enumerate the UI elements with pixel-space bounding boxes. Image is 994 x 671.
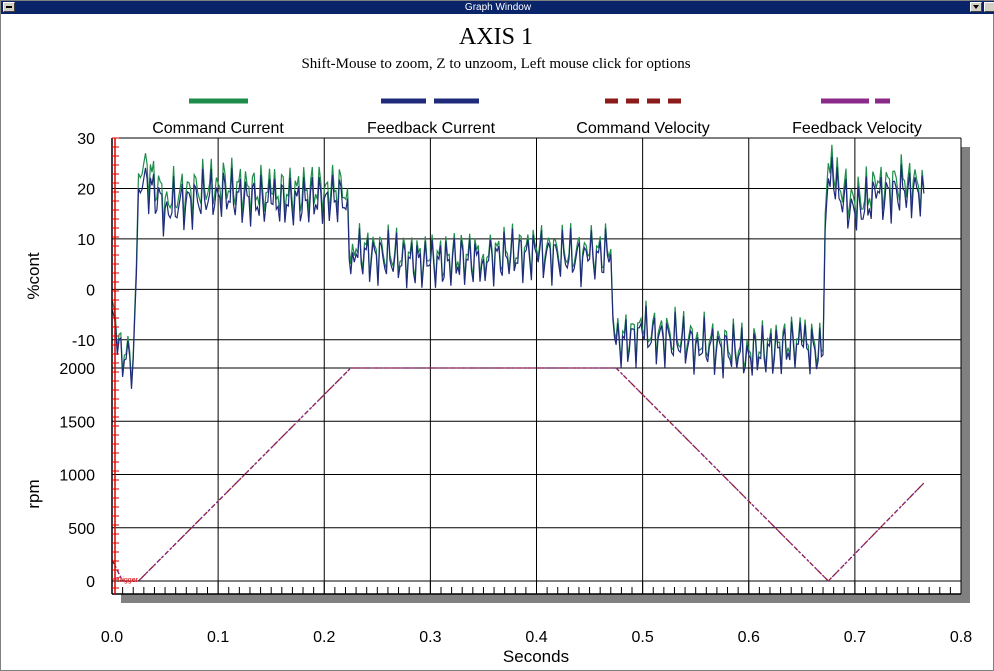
y-tick-label-current: 20	[77, 181, 95, 198]
y-tick-label-velocity: 2000	[59, 361, 95, 378]
y-tick-label-current: -10	[72, 333, 95, 350]
system-menu-button[interactable]	[3, 2, 15, 12]
x-tick-label: 0.0	[101, 629, 123, 646]
y-tick-label-current: 30	[77, 131, 95, 148]
series-layer	[111, 144, 925, 582]
series-feedback-current	[111, 156, 925, 389]
x-tick-label: 0.7	[844, 629, 866, 646]
y-tick-label-velocity: 1000	[59, 468, 95, 485]
title-bar: Graph Window	[1, 1, 994, 14]
legend: Command Current Feedback Current Command…	[152, 98, 922, 137]
chart-title: AXIS 1	[459, 24, 533, 50]
x-tick-label: 0.1	[207, 629, 229, 646]
y-tick-label-velocity: 1500	[59, 414, 95, 431]
y-tick-label-velocity: 500	[68, 521, 95, 538]
series-feedback-velocity	[111, 367, 925, 582]
x-axis-label: Seconds	[503, 647, 569, 666]
legend-label-command-velocity: Command Velocity	[576, 120, 709, 137]
x-tick-label: 0.4	[525, 629, 547, 646]
window-title: Graph Window	[464, 2, 532, 13]
x-tick-label: 0.2	[313, 629, 335, 646]
y-axis-label-current: %cont	[24, 252, 43, 300]
y-tick-label-velocity: 0	[86, 574, 95, 591]
y-tick-label-current: 0	[86, 282, 95, 299]
close-button[interactable]	[984, 2, 994, 12]
x-tick-label: 0.6	[738, 629, 760, 646]
x-tick-label: 0.3	[419, 629, 441, 646]
tick-labels: 0.0 0.1 0.2 0.3 0.4 0.5 0.6 0.7 0.8 30 20 10 0 -10 200…	[59, 131, 972, 646]
axes: Trigger	[111, 137, 962, 595]
legend-label-feedback-current: Feedback Current	[367, 120, 496, 137]
graph-area[interactable]: AXIS 1 Shift-Mouse to zoom, Z to unzoom,…	[1, 14, 993, 670]
chart-subtitle: Shift-Mouse to zoom, Z to unzoom, Left m…	[301, 56, 690, 72]
legend-label-feedback-velocity: Feedback Velocity	[792, 120, 922, 137]
legend-label-command-current: Command Current	[152, 120, 284, 137]
trigger-label: Trigger	[116, 577, 139, 584]
y-axis-label-velocity: rpm	[24, 479, 43, 508]
y-tick-label-current: 10	[77, 232, 95, 249]
x-tick-label: 0.8	[950, 629, 972, 646]
dropdown-arrow-icon[interactable]	[970, 2, 982, 12]
x-tick-label: 0.5	[632, 629, 654, 646]
